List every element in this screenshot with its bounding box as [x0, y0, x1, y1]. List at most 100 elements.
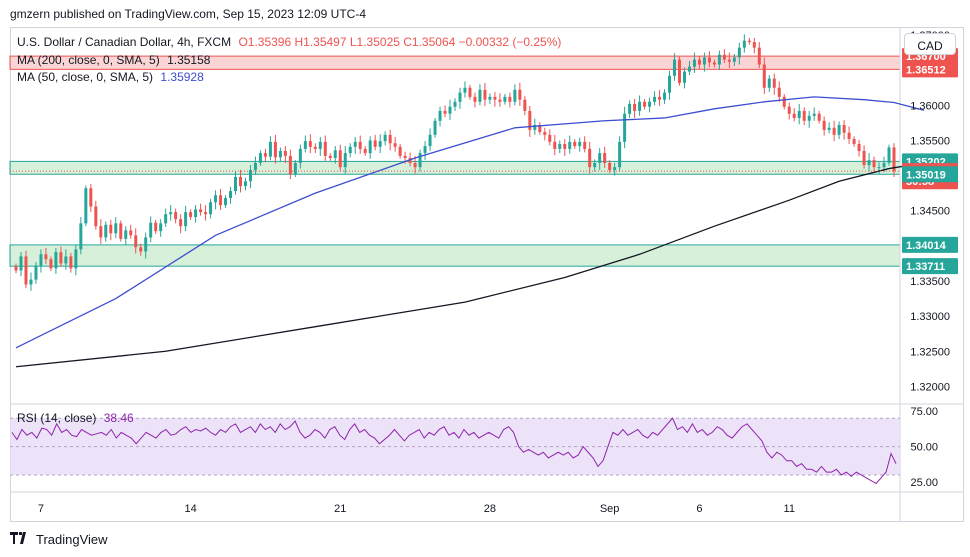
publisher-line: gmzern published on TradingView.com, Sep…	[10, 7, 366, 21]
candle-body-99	[508, 96, 512, 102]
price-label-5: 1.35019	[906, 169, 946, 181]
candle-body-44	[234, 176, 237, 192]
price-tick-3: 1.35500	[910, 135, 950, 147]
candle-body-96	[493, 96, 497, 100]
candle-body-71	[368, 140, 372, 154]
zone-support-2	[9, 244, 901, 267]
ma50-line	[15, 96, 925, 349]
candle-body-116	[593, 162, 597, 168]
candle-body-132	[673, 59, 676, 76]
candle-body-155	[787, 106, 791, 114]
ma200-line	[15, 162, 925, 368]
candle-body-2	[24, 256, 28, 285]
candle-body-83	[428, 134, 432, 147]
candle-body-115	[588, 148, 592, 168]
candle-body-142	[722, 54, 726, 60]
candle-body-13	[79, 223, 83, 250]
candle-body-12	[74, 249, 78, 269]
candle-body-52	[273, 141, 277, 158]
candle-body-86	[443, 110, 447, 114]
candle-body-156	[792, 113, 796, 118]
candle-body-172	[872, 160, 876, 168]
candle-body-98	[503, 96, 507, 102]
candle-body-39	[209, 202, 213, 215]
rsi-tick-2: 25.00	[910, 477, 938, 489]
candle-body-56	[293, 162, 297, 175]
symbol-legend[interactable]: U.S. Dollar / Canadian Dollar, 4h, FXCM …	[17, 35, 561, 49]
candle-body-69	[358, 141, 362, 149]
candle-body-23	[129, 230, 133, 236]
symbol-name: U.S. Dollar / Canadian Dollar, 4h, FXCM	[17, 35, 232, 49]
candle-body-121	[618, 141, 622, 168]
candle-body-38	[204, 212, 208, 215]
candle-body-138	[702, 57, 706, 65]
candle-body-104	[533, 124, 537, 130]
candle-body-30	[164, 214, 168, 224]
candle-body-63	[328, 155, 332, 159]
candle-body-110	[563, 143, 567, 149]
candle-body-170	[862, 150, 866, 166]
ma200-label: MA (200, close, 0, SMA, 5)	[17, 53, 160, 67]
candle-body-174	[882, 162, 886, 168]
candle-body-79	[408, 158, 412, 163]
price-label-7: 1.33711	[906, 261, 945, 273]
candle-body-15	[89, 188, 93, 207]
zone-support-1	[9, 160, 901, 175]
candle-body-53	[278, 150, 282, 158]
time-tick-3: 28	[484, 503, 496, 515]
price-tick-9: 1.32500	[910, 346, 950, 358]
candle-body-152	[772, 78, 776, 88]
candle-body-108	[553, 141, 557, 149]
candle-body-3	[29, 279, 33, 285]
candle-body-148	[752, 42, 756, 48]
candle-body-146	[742, 40, 746, 48]
candle-body-143	[727, 59, 731, 62]
rsi-legend[interactable]: RSI (14, close) 38.46	[17, 411, 134, 425]
candle-body-173	[877, 167, 881, 169]
candle-body-135	[687, 66, 691, 72]
candle-body-95	[488, 96, 492, 100]
candle-body-65	[338, 150, 342, 168]
time-tick-0: 7	[38, 503, 44, 515]
candle-body-43	[229, 191, 233, 199]
candle-body-126	[643, 101, 647, 107]
candle-body-159	[807, 115, 811, 121]
candle-body-48	[253, 162, 257, 170]
ohlc-values: O1.35396 H1.35497 L1.35025 C1.35064 −0.0…	[238, 35, 562, 49]
rsi-tick-0: 75.00	[910, 406, 938, 418]
candle-body-123	[628, 103, 632, 114]
candle-body-28	[154, 222, 158, 232]
price-label-6: 1.34014	[906, 240, 947, 252]
time-tick-5: 6	[696, 503, 702, 515]
candle-body-59	[308, 141, 312, 147]
ma200-value: 1.35158	[167, 53, 211, 67]
time-tick-1: 14	[184, 503, 196, 515]
currency-selector[interactable]: CAD	[904, 33, 956, 55]
candle-body-157	[797, 110, 801, 118]
candle-body-35	[189, 212, 193, 218]
ma200-legend[interactable]: MA (200, close, 0, SMA, 5) 1.35158	[17, 53, 210, 67]
candle-body-107	[548, 134, 552, 142]
candle-body-127	[648, 101, 652, 107]
ma50-value: 1.35928	[160, 70, 204, 84]
candle-body-57	[298, 148, 302, 163]
candle-body-169	[857, 143, 861, 151]
candle-body-164	[832, 127, 836, 135]
candle-body-67	[348, 146, 352, 154]
candle-body-70	[363, 148, 367, 154]
candle-body-129	[658, 96, 662, 100]
chart-frame	[10, 27, 964, 522]
tradingview-footer[interactable]: TradingView	[10, 532, 108, 547]
candle-body-62	[323, 141, 327, 156]
candle-body-9	[59, 252, 63, 264]
candle-body-153	[777, 87, 781, 97]
candle-body-18	[104, 224, 108, 238]
candle-body-42	[224, 198, 228, 206]
time-tick-2: 21	[334, 503, 346, 515]
candle-body-75	[388, 134, 392, 144]
candle-body-22	[124, 230, 128, 239]
time-tick-6: 11	[784, 503, 795, 515]
ma50-legend[interactable]: MA (50, close, 0, SMA, 5) 1.35928	[17, 70, 204, 84]
candle-body-97	[498, 99, 502, 102]
